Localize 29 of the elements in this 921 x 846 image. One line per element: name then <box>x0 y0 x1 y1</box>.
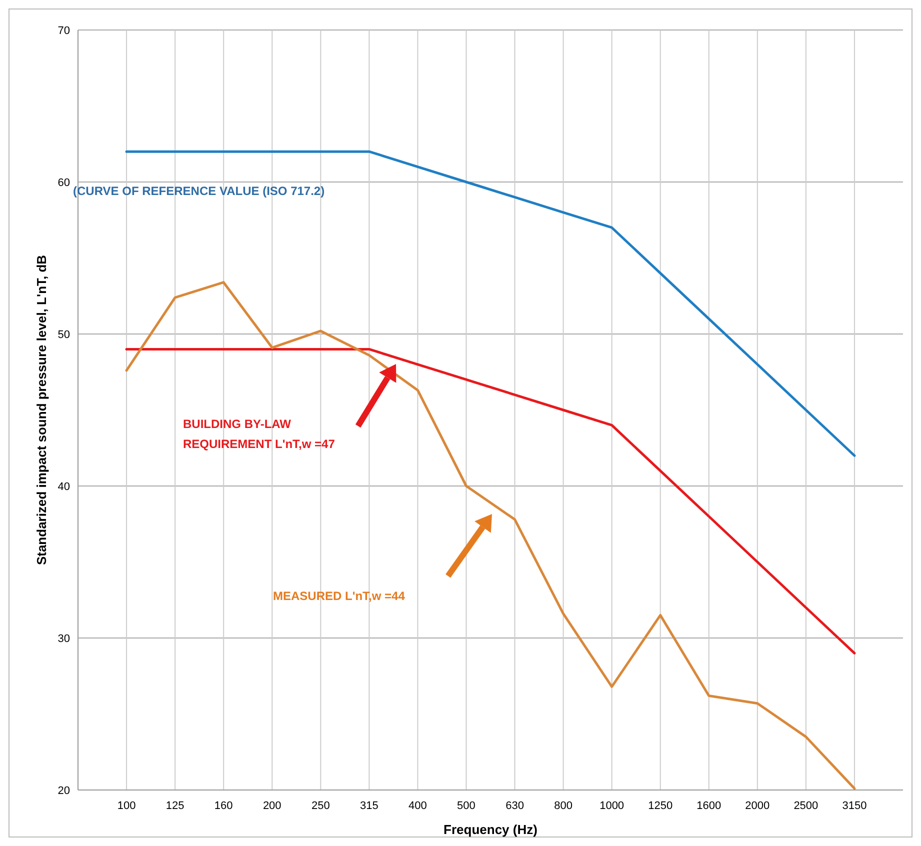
y-axis-title: Standarized impact sound pressure level, L'nT, dB <box>34 254 49 566</box>
x-tick-label: 3150 <box>842 800 867 812</box>
y-tick-label: 70 <box>58 24 70 37</box>
line-series <box>125 281 856 790</box>
line-series <box>125 348 856 654</box>
x-axis-title: Frequency (Hz) <box>444 822 538 837</box>
x-tick-label: 100 <box>117 800 136 812</box>
x-tick-label: 315 <box>360 800 378 812</box>
x-tick-label: 1000 <box>600 800 624 812</box>
x-tick-label: 1600 <box>696 800 722 812</box>
x-tick-label: 200 <box>262 800 282 812</box>
x-tick-label: 250 <box>311 800 330 812</box>
annotation: MEASURED L'nT,w =44 <box>273 589 406 603</box>
y-tick-label: 60 <box>58 176 70 189</box>
annotation: BUILDING BY-LAW REQUIREMENT L'nT,w =47 <box>183 417 336 451</box>
y-tick-label: 40 <box>58 480 70 493</box>
x-tick-label: 2500 <box>794 800 818 812</box>
x-tick-label: 1250 <box>648 800 673 812</box>
x-tick-label: 630 <box>506 800 524 812</box>
x-tick-label: 125 <box>166 800 184 812</box>
annotation: (CURVE OF REFERENCE VALUE (ISO 717.2) <box>73 184 325 198</box>
y-tick-label: 50 <box>58 328 70 341</box>
x-tick-label: 2000 <box>745 800 770 812</box>
y-tick-label: 20 <box>58 784 70 797</box>
x-tick-label: 160 <box>214 800 233 812</box>
x-tick-label: 800 <box>554 800 572 812</box>
x-tick-label: 500 <box>457 800 476 812</box>
x-tick-label: 400 <box>408 800 427 812</box>
y-tick-label: 30 <box>58 632 70 645</box>
